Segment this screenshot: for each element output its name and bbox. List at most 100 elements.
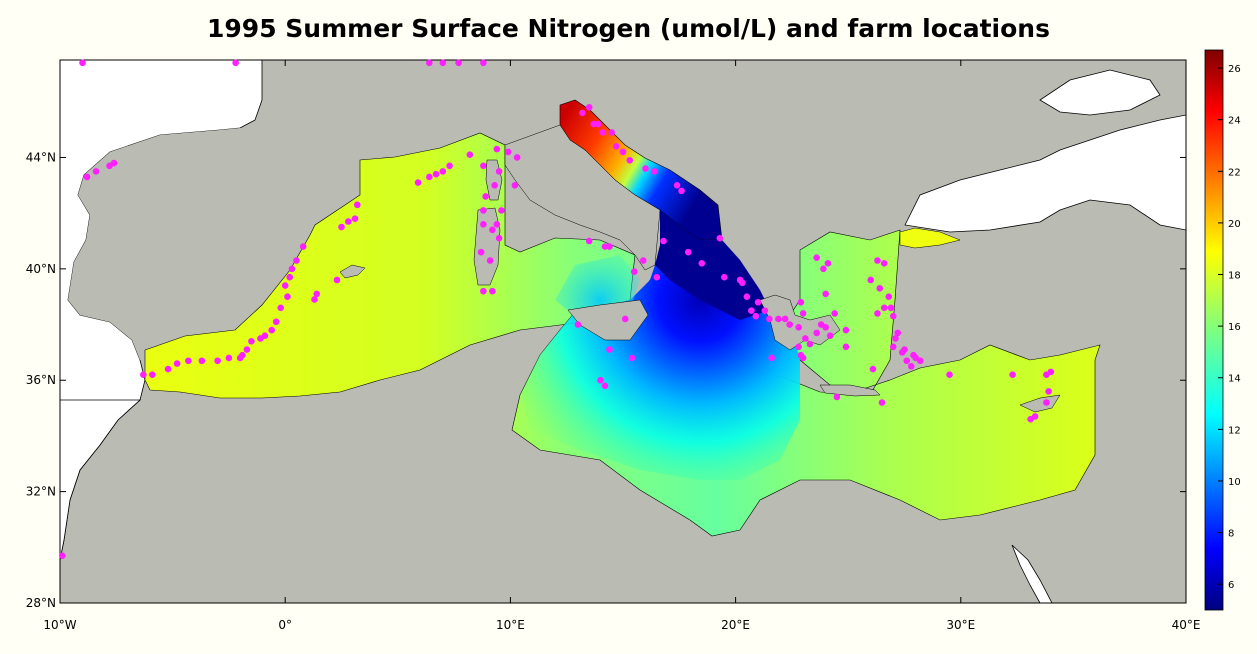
- farm-marker: [766, 315, 773, 323]
- farm-marker: [869, 365, 877, 373]
- farm-marker: [480, 162, 487, 170]
- farm-marker: [504, 148, 512, 156]
- colorbar-tick-label: 20: [1228, 219, 1241, 230]
- farm-marker: [286, 273, 294, 281]
- farm-marker: [842, 343, 850, 351]
- farm-marker: [477, 248, 485, 256]
- farm-marker: [597, 376, 604, 384]
- farm-marker: [268, 326, 275, 334]
- farm-marker: [1027, 415, 1034, 423]
- farm-marker: [880, 259, 888, 267]
- farm-marker: [243, 346, 251, 353]
- colorbar-ticks: 6 8 10 12 14 16 18 20 22 24 26: [1218, 64, 1241, 591]
- south-adriatic-field: [655, 210, 770, 320]
- farm-marker: [880, 304, 888, 312]
- farm-marker: [426, 173, 433, 181]
- marmara-field: [899, 227, 961, 249]
- x-tick-label: 30°E: [946, 618, 975, 632]
- land-redsea-white: [1011, 544, 1053, 603]
- farm-marker: [885, 293, 893, 300]
- farm-marker: [480, 220, 487, 228]
- farm-marker: [498, 207, 505, 214]
- x-axis: 10°W 0° 10°E 20°E 30°E 40°E: [43, 60, 1200, 632]
- farm-marker: [493, 220, 501, 228]
- colorbar: [1204, 49, 1224, 611]
- farm-marker: [716, 234, 724, 242]
- farm-marker: [824, 259, 832, 267]
- y-tick-label: 44°N: [26, 150, 56, 164]
- farm-marker: [225, 354, 233, 362]
- farm-marker: [628, 354, 636, 362]
- farm-marker: [901, 346, 908, 353]
- farm-marker: [333, 276, 341, 284]
- farm-marker: [619, 148, 627, 156]
- farm-marker: [912, 354, 920, 362]
- farm-marker: [630, 268, 638, 275]
- farm-marker: [907, 363, 915, 370]
- farm-marker: [781, 315, 789, 323]
- farm-marker: [842, 326, 850, 334]
- farm-marker: [495, 168, 503, 175]
- farm-marker: [887, 304, 895, 312]
- farm-marker: [284, 293, 291, 300]
- farm-marker: [232, 59, 239, 67]
- farm-marker: [761, 307, 769, 314]
- farm-marker: [439, 59, 447, 67]
- x-tick-label: 10°E: [496, 618, 525, 632]
- farm-marker: [110, 159, 118, 167]
- farm-marker: [903, 357, 911, 365]
- farm-marker: [606, 346, 613, 353]
- colorbar-tick-label: 8: [1228, 529, 1234, 540]
- farm-marker: [288, 265, 296, 273]
- colorbar-tick-label: 10: [1228, 477, 1241, 488]
- farm-marker: [491, 182, 498, 189]
- farm-markers: [58, 59, 1055, 559]
- farm-marker: [612, 143, 620, 150]
- farm-marker: [480, 207, 487, 214]
- farm-marker: [721, 273, 728, 281]
- farm-marker: [651, 168, 658, 175]
- farm-marker: [493, 145, 501, 153]
- farm-marker: [455, 59, 462, 67]
- farm-marker: [768, 354, 775, 362]
- farm-marker: [775, 315, 782, 323]
- farm-marker: [58, 552, 66, 559]
- iberia-interior: [68, 128, 262, 360]
- farm-marker: [822, 324, 829, 331]
- farm-marker: [140, 371, 147, 378]
- farm-marker: [214, 357, 221, 365]
- colorbar-tick-label: 24: [1228, 116, 1241, 127]
- farm-marker: [874, 310, 881, 317]
- plot-frame: [59, 59, 1187, 604]
- farm-marker: [338, 223, 345, 231]
- farm-marker: [272, 318, 280, 326]
- farm-marker: [799, 310, 807, 317]
- farm-marker: [574, 321, 582, 328]
- farm-marker: [277, 304, 284, 312]
- farm-marker: [432, 170, 440, 178]
- farm-marker: [426, 59, 433, 67]
- farm-marker: [79, 59, 86, 67]
- farm-marker: [1047, 368, 1055, 376]
- farm-marker: [439, 168, 447, 175]
- farm-marker: [293, 257, 300, 264]
- farm-marker: [626, 156, 634, 164]
- farm-marker: [239, 351, 246, 359]
- farm-marker: [878, 399, 886, 406]
- farm-marker: [261, 332, 269, 339]
- farm-marker: [351, 215, 359, 223]
- land-greece: [759, 294, 841, 351]
- farm-marker: [248, 337, 255, 345]
- farm-marker: [585, 104, 593, 111]
- farm-marker: [281, 282, 289, 289]
- farm-marker: [813, 329, 820, 337]
- farm-marker: [1009, 371, 1016, 378]
- x-tick-label: 10°W: [43, 618, 76, 632]
- farm-marker: [826, 332, 834, 339]
- y-tick-label: 28°N: [26, 596, 56, 610]
- farm-marker: [601, 382, 609, 390]
- island-balearic: [339, 264, 366, 279]
- y-tick-label: 36°N: [26, 373, 56, 387]
- x-tick-label: 0°: [278, 618, 292, 632]
- x-tick-label: 40°E: [1172, 618, 1201, 632]
